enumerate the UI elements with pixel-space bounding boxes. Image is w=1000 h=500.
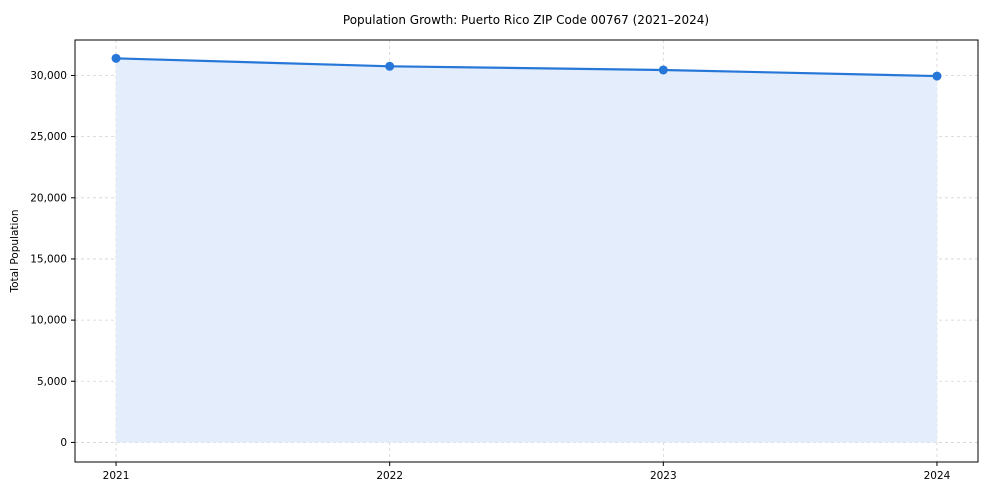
data-point-2023 [658,65,668,75]
y-tick-label: 5,000 [37,376,67,388]
y-tick-label: 0 [60,437,67,449]
series-line [114,57,939,78]
plot-frame [74,39,979,463]
data-point-2022 [385,61,395,71]
series-layer [111,53,942,443]
axes-layer: 0 5,000 10,000 15,000 20,000 25,000 30,000 2021… [30,39,979,482]
area-fill [116,58,937,443]
y-tick-label: 25,000 [30,131,67,143]
y-tick-label: 15,000 [30,253,67,265]
x-tick-label: 2021 [103,470,130,482]
data-point-2021 [111,53,121,63]
y-tick-label: 30,000 [30,70,67,82]
x-tick-label: 2023 [650,470,677,482]
y-tick-label: 20,000 [30,192,67,204]
x-tick-label: 2024 [924,470,951,482]
chart-title: Population Growth: Puerto Rico ZIP Code … [343,13,709,27]
y-tick-label: 10,000 [30,315,67,327]
data-point-2024 [932,71,942,81]
x-tick-label: 2022 [376,470,403,482]
y-axis-label: Total Population [9,209,21,293]
